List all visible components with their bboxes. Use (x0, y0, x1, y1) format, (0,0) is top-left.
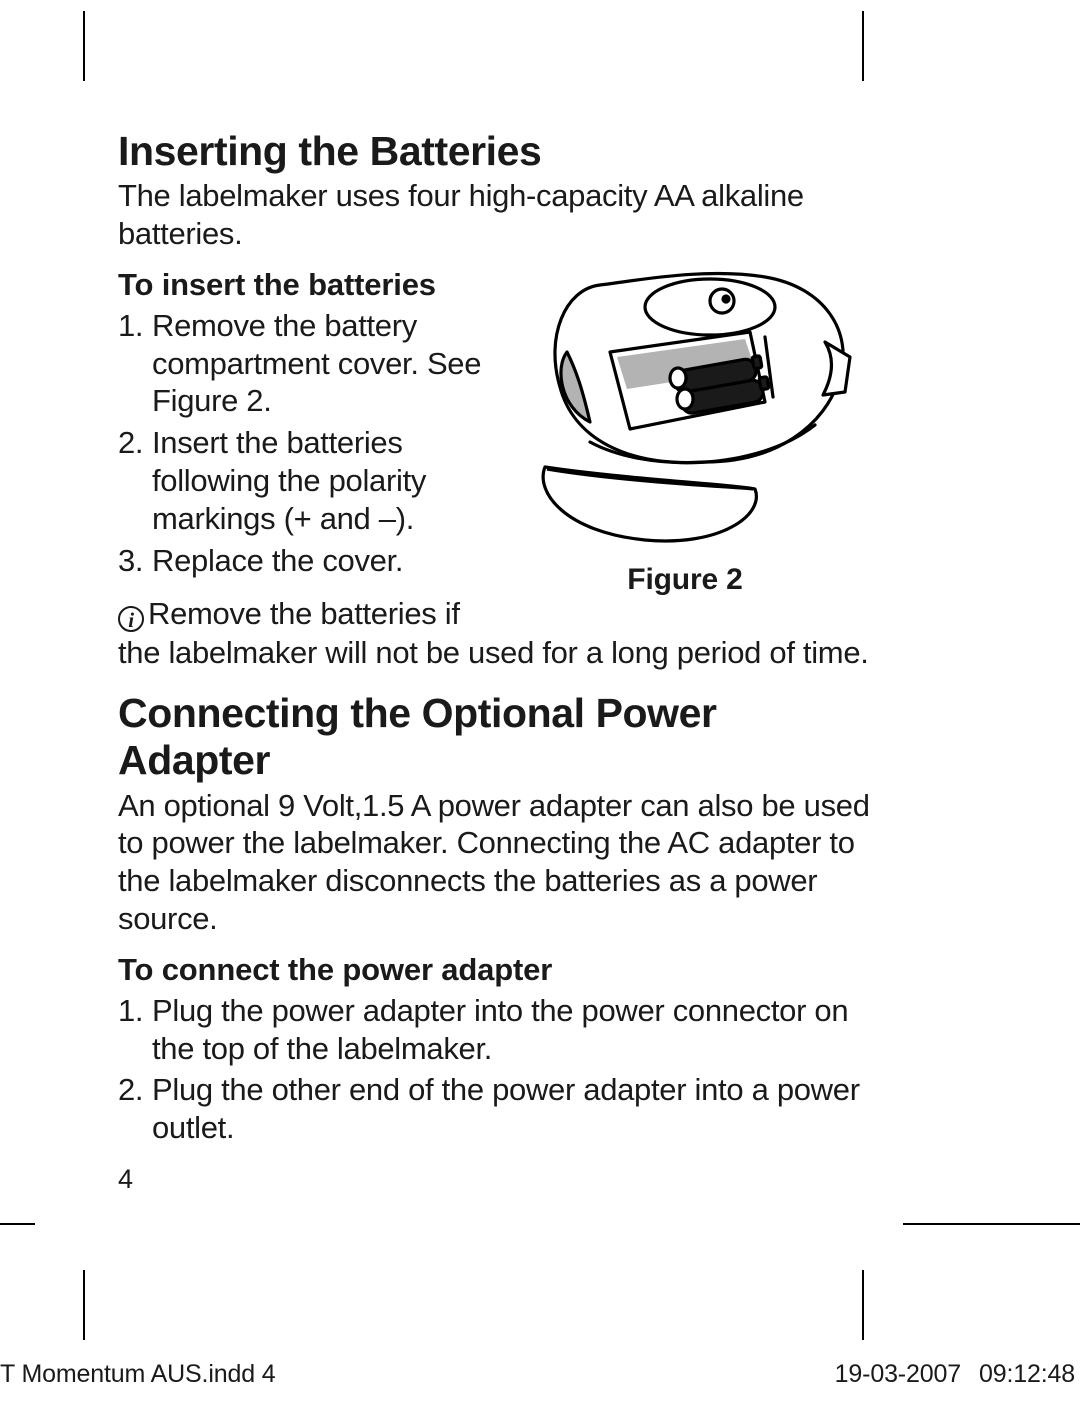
step-text: Remove the battery compartment cover. Se… (152, 308, 481, 419)
step-text: Insert the batteries following the polar… (152, 425, 426, 536)
section-heading-adapter: Connecting the Optional Power Adapter (118, 690, 870, 784)
footer-filename: T Momentum AUS.indd 4 (0, 1360, 275, 1389)
crop-mark (0, 1223, 35, 1225)
step-text: Replace the cover. (152, 543, 403, 578)
list-item: 3.Replace the cover. (118, 542, 870, 580)
list-item: 1.Remove the battery compartment cover. … (118, 307, 870, 420)
footer-time: 09:12:48 (979, 1360, 1075, 1388)
list-item: 1.Plug the power adapter into the power … (118, 992, 870, 1068)
footer-date: 19-03-2007 (835, 1360, 961, 1388)
crop-mark (83, 1270, 85, 1340)
page-number: 4 (118, 1164, 133, 1195)
page-content: Inserting the Batteries The labelmaker u… (118, 128, 870, 1151)
crop-mark (903, 1223, 1080, 1225)
crop-mark (862, 11, 864, 81)
step-text: Plug the power adapter into the power co… (152, 993, 848, 1066)
info-note-text: Remove the batteries if the labelmaker w… (118, 596, 869, 669)
section-intro: The labelmaker uses four high-capacity A… (118, 177, 870, 253)
list-item: 2.Plug the other end of the power adapte… (118, 1071, 870, 1147)
crop-mark (862, 1270, 864, 1340)
list-item: 2.Insert the batteries following the pol… (118, 424, 870, 537)
section-heading-batteries: Inserting the Batteries (118, 128, 870, 175)
info-note: iRemove the batteries if the labelmaker … (118, 595, 870, 672)
step-text: Plug the other end of the power adapter … (152, 1072, 860, 1145)
info-icon: i (118, 606, 144, 632)
crop-mark (83, 11, 85, 81)
steps-connect-adapter: 1.Plug the power adapter into the power … (118, 992, 870, 1147)
footer-timestamp: 19-03-2007 09:12:48 (835, 1360, 1075, 1389)
subheading-connect-adapter: To connect the power adapter (118, 952, 870, 988)
section-intro: An optional 9 Volt,1.5 A power adapter c… (118, 787, 870, 938)
